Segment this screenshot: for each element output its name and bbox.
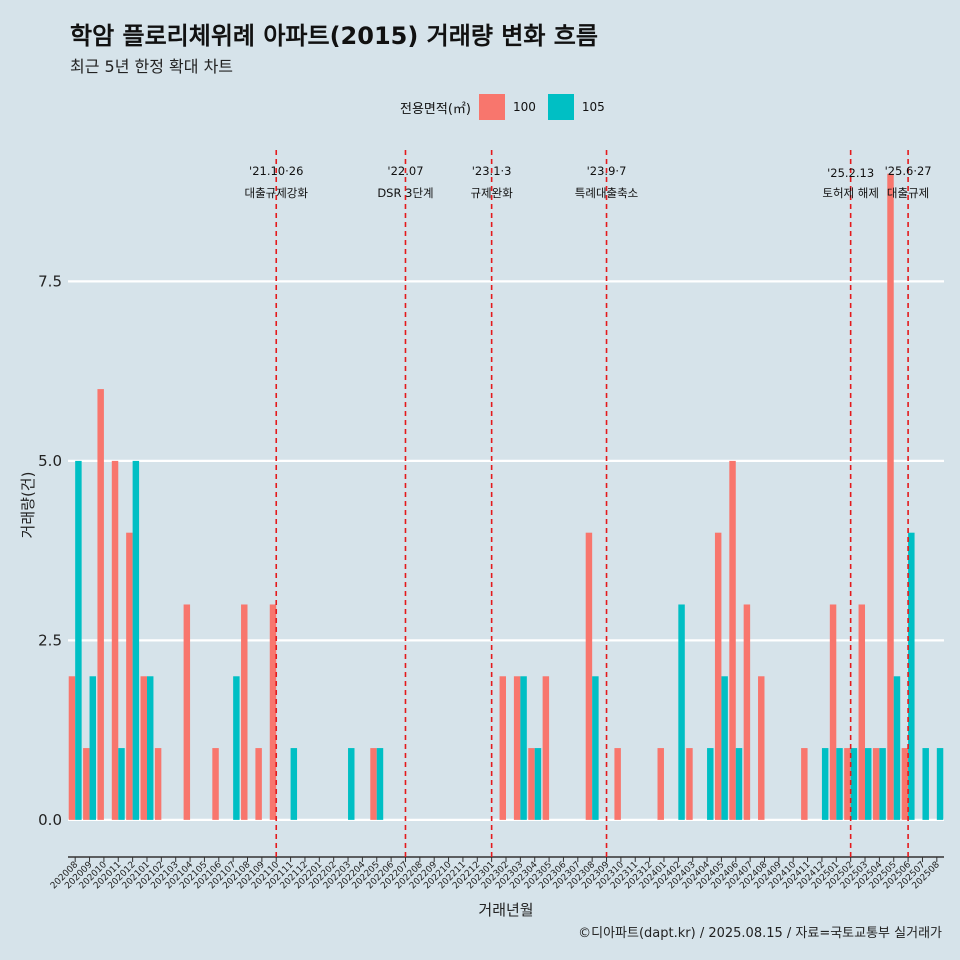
bar-105-202008 [75,460,82,820]
source-caption: ©디아파트(dapt.kr) / 2025.08.15 / 자료=국토교통부 실… [578,926,942,941]
bar-100-202305 [542,676,550,820]
bar-100-202303 [513,676,521,820]
bar-100-202012 [126,532,133,820]
bar-100-202504 [872,748,880,820]
bar-105-202508 [936,748,944,820]
bar-100-202506 [901,748,909,820]
bar-105-202505 [893,676,901,820]
bar-100-202302 [499,676,506,820]
y-tick-label: 0.0 [38,811,62,829]
bar-105-202404 [707,748,714,820]
bar-100-202109 [255,748,262,820]
event-date-label: '23.1·3 [472,164,512,178]
y-tick-label: 2.5 [38,631,62,649]
bar-100-202502 [844,748,851,820]
bar-100-202408 [758,676,765,820]
chart-subtitle: 최근 5년 한정 확대 차트 [70,57,234,76]
bar-105-202405 [721,676,728,820]
y-axis-title: 거래량(건) [19,472,37,539]
bar-100-202503 [858,604,866,820]
bar-100-202403 [686,748,693,820]
bar-105-202502 [850,748,858,820]
legend: 전용면적(㎡) 100 105 [400,93,617,121]
bar-105-202304 [534,748,542,820]
event-desc-label: 특례대출축소 [575,186,638,200]
legend-title: 전용면적(㎡) [400,101,471,117]
event-date-label: '25.2.13 [827,166,874,180]
event-desc-label: DSR 3단계 [377,186,433,200]
bar-100-202104 [183,604,191,820]
bar-100-202310 [614,748,621,820]
bar-105-202303 [520,676,527,820]
bar-100-202110 [269,604,277,820]
bar-100-202102 [154,748,162,820]
bar-105-202507 [922,748,929,820]
bar-105-202205 [376,748,384,820]
event-date-label: '21.10·26 [249,164,303,178]
bar-105-202504 [879,748,886,820]
event-date-label: '23.9·7 [587,164,627,178]
bar-105-202111 [290,748,298,820]
bar-100-202010 [97,389,104,820]
bar-105-202308 [592,676,599,820]
event-date-label: '25.6·27 [885,164,932,178]
event-date-label: '22.07 [387,164,423,178]
bar-100-202106 [212,748,219,820]
x-axis-title: 거래년월 [478,901,533,919]
legend-swatch-100 [478,94,505,120]
event-desc-label: 토허제 해제 [822,186,879,200]
legend-swatch-105 [547,94,574,120]
bar-100-202011 [111,460,119,820]
bar-100-202101 [140,676,147,820]
bar-100-202205 [370,748,377,820]
legend-label-105: 105 [581,100,605,114]
bar-105-202501 [836,748,843,820]
bar-100-202009 [83,748,90,820]
bar-100-202008 [68,676,76,820]
bar-105-202203 [348,748,355,820]
bar-105-202406 [735,748,743,820]
bar-100-202407 [743,604,751,820]
bar-105-202503 [865,748,872,820]
bar-100-202501 [829,604,837,820]
bar-105-202506 [908,532,915,820]
bar-100-202108 [241,604,248,820]
chart-title: 학암 플로리체위례 아파트(2015) 거래량 변화 흐름 [70,22,598,50]
bar-105-202009 [89,676,97,820]
bar-100-202411 [801,748,808,820]
legend-label-100: 100 [512,100,536,114]
bar-100-202406 [729,460,736,820]
bar-100-202304 [528,748,535,820]
y-tick-label: 5.0 [38,452,62,470]
bar-100-202505 [887,173,894,820]
bar-100-202308 [585,532,593,820]
bar-105-202011 [118,748,125,820]
y-tick-label: 7.5 [38,272,62,290]
bar-105-202412 [821,748,829,820]
bar-100-202405 [714,532,722,820]
event-desc-label: 대출규제 [887,186,929,200]
bar-100-202401 [657,748,664,820]
event-desc-label: 규제완화 [470,186,513,200]
bar-105-202012 [132,460,140,820]
bar-105-202402 [678,604,685,820]
bar-105-202107 [233,676,240,820]
event-desc-label: 대출규제강화 [244,186,308,200]
bar-105-202101 [146,676,154,820]
